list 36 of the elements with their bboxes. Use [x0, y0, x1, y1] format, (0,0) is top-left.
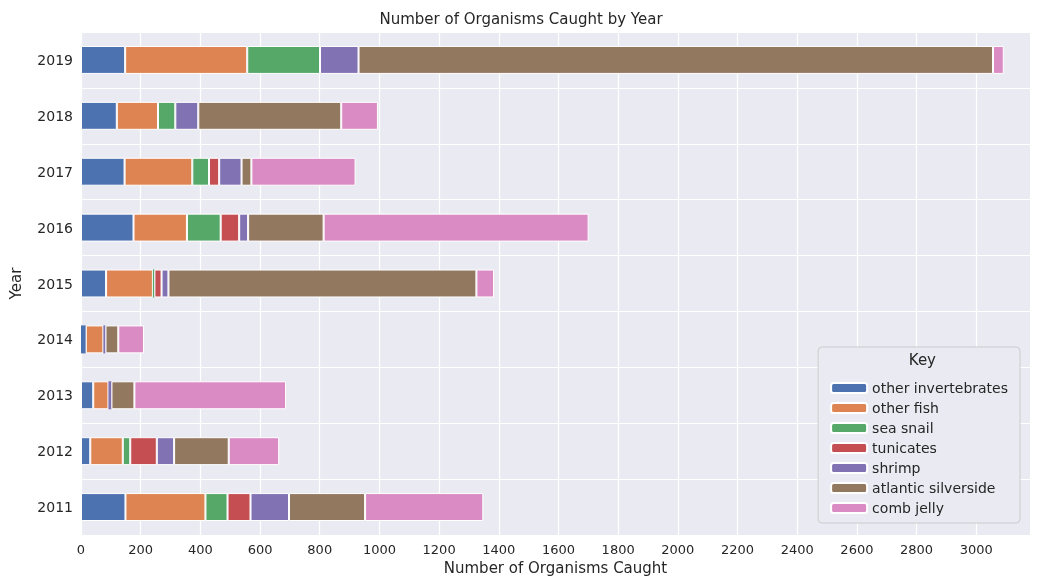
x-tick-label: 400: [187, 542, 213, 557]
x-tick-label: 2600: [840, 542, 874, 557]
x-tick-label: 2400: [780, 542, 814, 557]
legend-label: atlantic silverside: [872, 480, 996, 496]
x-tick-label: 3000: [959, 542, 993, 557]
y-tick-label: 2016: [37, 219, 74, 236]
x-tick-label: 2200: [720, 542, 755, 557]
y-axis-title: Year: [6, 266, 25, 301]
legend-label: sea snail: [872, 420, 934, 436]
y-tick-label: 2018: [37, 107, 73, 124]
y-tick-label: 2013: [37, 387, 73, 404]
x-tick-label: 1200: [422, 542, 456, 557]
x-axis-title: Number of Organisms Caught: [443, 559, 668, 578]
chart-title: Number of Organisms Caught by Year: [379, 9, 664, 28]
legend-title: Key: [908, 350, 937, 369]
x-tick-label: 2000: [661, 542, 695, 557]
legend-label: comb jelly: [872, 500, 944, 516]
x-tick-label: 800: [307, 542, 333, 557]
y-tick-label: 2015: [37, 275, 73, 292]
legend-label: tunicates: [872, 440, 937, 456]
x-tick-label: 1600: [541, 542, 576, 557]
y-tick-label: 2019: [37, 51, 73, 68]
x-tick-label: 2800: [900, 542, 934, 557]
y-tick-label: 2011: [37, 499, 73, 516]
x-tick-label: 0: [76, 542, 86, 557]
x-tick-label: 1000: [362, 542, 396, 557]
legend-label: other invertebrates: [872, 380, 1009, 396]
x-tick-label: 200: [128, 542, 154, 557]
legend-label: shrimp: [872, 460, 921, 476]
y-tick-label: 2017: [37, 163, 73, 180]
x-tick-label: 600: [247, 542, 273, 557]
y-tick-label: 2014: [37, 331, 74, 348]
y-tick-label: 2012: [37, 443, 73, 460]
x-tick-label: 1400: [482, 542, 516, 557]
x-tick-label: 1800: [601, 542, 635, 557]
legend-label: other fish: [872, 400, 939, 416]
